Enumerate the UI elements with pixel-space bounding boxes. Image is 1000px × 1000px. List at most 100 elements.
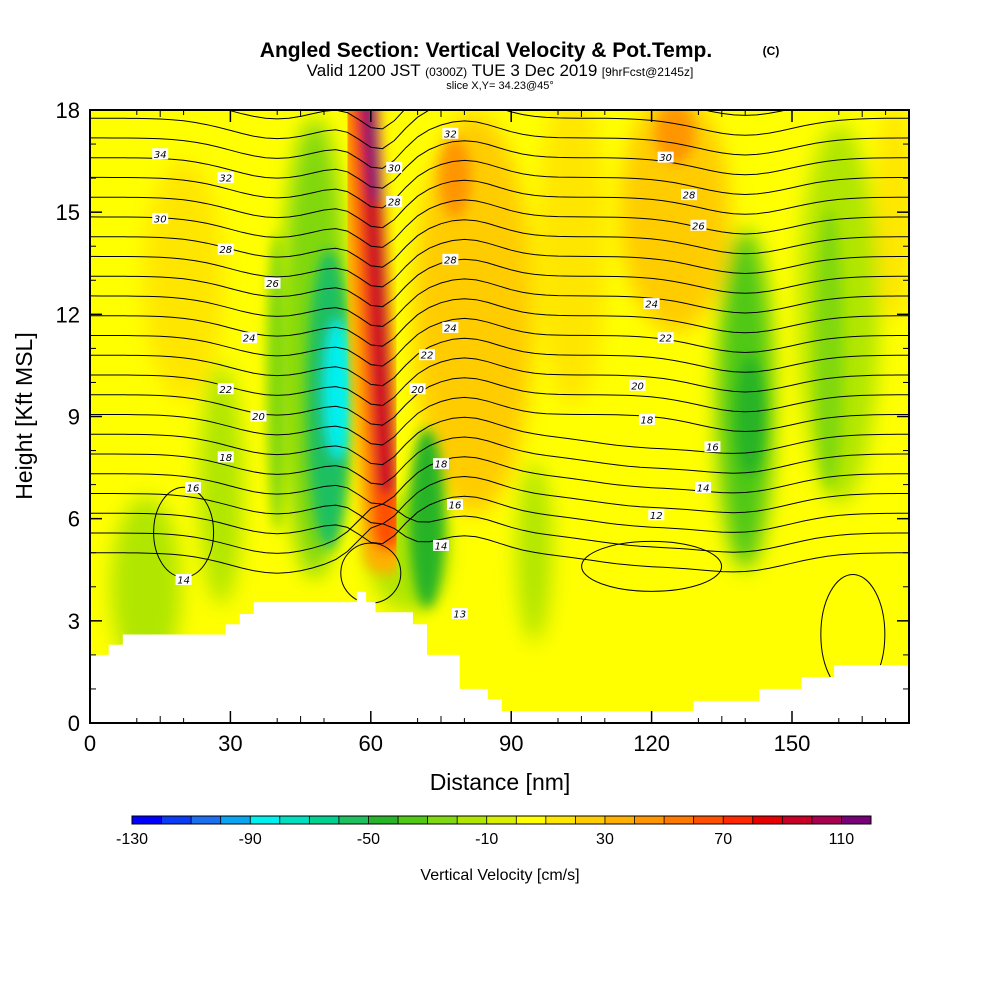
field-blob (537, 110, 608, 407)
colorbar-swatch (664, 816, 695, 824)
theta-contour-line (581, 540, 723, 592)
colorbar: -130 -90 -50 -10 30 70 110 (116, 815, 872, 848)
colorbar-swatch (457, 816, 488, 824)
y-tick-label: 0 (68, 711, 80, 736)
contour-label: 22 (219, 385, 232, 396)
contour-label-bg (629, 379, 646, 391)
contour-label: 14 (177, 575, 190, 586)
contour-label: 18 (641, 415, 654, 426)
x-tick-label: 60 (359, 731, 383, 756)
slice-info: slice X,Y= 34.23@45° (446, 80, 554, 92)
theta-contour-line (90, 317, 909, 367)
x-tick-label: 30 (218, 731, 242, 756)
theta-contour-line (90, 436, 909, 486)
y-tick-label: 9 (68, 405, 80, 430)
contour-label-bg (386, 195, 403, 207)
contour-label-bg (690, 219, 707, 231)
contour-label-bg (433, 458, 449, 470)
contour-label: 14 (435, 541, 448, 552)
valid-utc: (0300Z) (425, 65, 467, 79)
contour-label: 26 (266, 279, 279, 290)
contour-label: 28 (683, 191, 696, 202)
contour-label-bg (152, 148, 169, 160)
colorbar-tick-label: -90 (239, 831, 262, 848)
x-tick-label: 150 (774, 731, 811, 756)
contour-label: 13 (453, 610, 466, 621)
field-blob (111, 496, 182, 677)
contour-label: 24 (645, 300, 658, 311)
theta-contour-line (90, 475, 909, 525)
contour-label-bg (442, 321, 459, 333)
contour-label: 18 (435, 460, 448, 471)
y-axis-label: Height [Kft MSL] (11, 332, 37, 499)
field-blob (620, 110, 730, 333)
downdraft-band (267, 232, 288, 533)
theta-contour-line (90, 396, 909, 446)
contour-label-bg (442, 253, 459, 265)
contour-label: 26 (692, 221, 705, 232)
contour-label-bg (217, 172, 234, 184)
contour-label-bg (175, 573, 192, 585)
colorbar-tick-label: 70 (714, 831, 732, 848)
contour-label: 20 (631, 381, 644, 392)
contour-label-bg (681, 189, 698, 201)
downdraft-lee (408, 428, 445, 609)
velocity-field (90, 110, 909, 723)
contour-label: 30 (659, 153, 672, 164)
theta-contour-line (225, 110, 789, 130)
colorbar-swatch (338, 816, 369, 824)
x-axis-label: Distance [nm] (430, 769, 571, 795)
theta-contour-line (90, 238, 909, 288)
forecast-tag: [9hrFcst@2145z] (602, 65, 694, 79)
terrain-mask (90, 591, 909, 723)
colorbar-swatch (279, 816, 310, 824)
colorbar-tick-label: -130 (116, 831, 148, 848)
x-tick-label: 0 (84, 731, 96, 756)
valid-prefix: Valid 1200 JST (307, 61, 421, 80)
colorbar-tick-label: 30 (596, 831, 614, 848)
colorbar-swatch (250, 816, 281, 824)
contour-label: 16 (706, 443, 719, 454)
theta-contour-line (90, 456, 909, 505)
field-blob (413, 114, 534, 515)
colorbar-swatch (693, 816, 724, 824)
colorbar-swatch (752, 816, 783, 824)
contour-label-bg (643, 298, 660, 310)
colorbar-swatch (545, 816, 576, 824)
theta-contour-line (90, 159, 909, 209)
contour-label: 12 (650, 511, 663, 522)
axis-ticks: 0 30 60 90 120 150 0 3 6 9 12 15 18 (56, 98, 909, 756)
colorbar-label: Vertical Velocity [cm/s] (420, 867, 579, 884)
field-blob (525, 550, 666, 691)
contour-label-bg (648, 509, 665, 521)
field-blob (199, 364, 244, 605)
contour-label-bg (386, 161, 403, 173)
contour-label-bg (418, 349, 435, 361)
colorbar-tick-label: -50 (357, 831, 380, 848)
y-tick-label: 15 (56, 200, 80, 225)
contour-label-bg (442, 127, 459, 139)
colorbar-swatch (368, 816, 399, 824)
colorbar-swatch (811, 816, 842, 824)
contour-label: 30 (388, 163, 401, 174)
downdraft-core (324, 319, 353, 460)
x-tick-label: 90 (499, 731, 523, 756)
contour-label: 22 (421, 351, 434, 362)
colorbar-swatch (604, 816, 636, 824)
colorbar-swatch (161, 816, 192, 824)
theta-contour-line (90, 179, 909, 229)
updraft-top-mid (439, 138, 472, 219)
contour-label: 16 (187, 484, 200, 495)
contour-label-bg (433, 539, 449, 551)
colorbar-swatch (398, 816, 429, 824)
y-tick-label: 6 (68, 507, 80, 532)
contour-label: 20 (411, 385, 424, 396)
colorbar-swatch (841, 816, 872, 824)
colorbar-swatch (191, 816, 222, 824)
theta-contour-line (90, 110, 909, 150)
colorbar-frame (131, 815, 872, 825)
contour-label: 20 (252, 412, 265, 423)
contour-label: 32 (444, 129, 457, 140)
